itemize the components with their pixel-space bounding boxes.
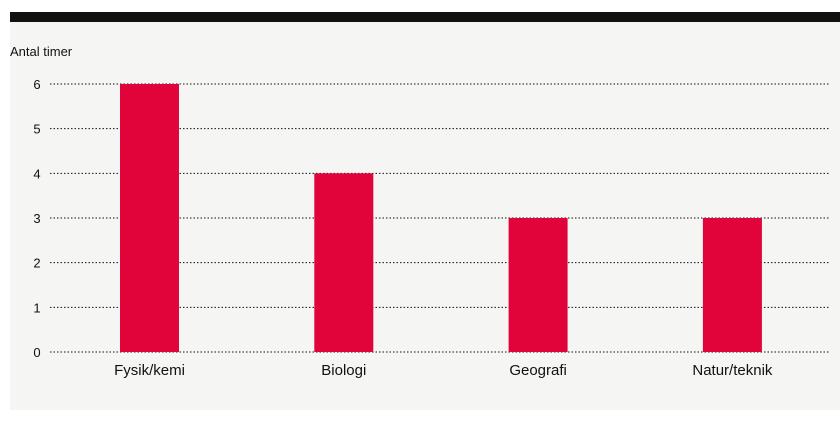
x-tick-label: Biologi — [321, 362, 366, 379]
bar-geografi — [508, 218, 568, 352]
y-tick-label: 0 — [33, 345, 40, 360]
y-tick-label: 5 — [33, 122, 40, 137]
y-tick-label: 1 — [33, 300, 40, 315]
y-tick-label: 4 — [33, 166, 40, 181]
x-tick-label: Natur/teknik — [692, 362, 773, 379]
x-tick-label: Fysik/kemi — [114, 362, 185, 379]
y-tick-labels: 0 1 2 3 4 5 6 — [33, 77, 40, 360]
y-tick-label: 6 — [33, 77, 40, 92]
x-tick-labels: Fysik/kemi Biologi Geografi Natur/teknik — [114, 362, 773, 379]
x-tick-label: Geografi — [509, 362, 567, 379]
gridlines — [50, 83, 830, 353]
y-axis-title: Antal timer — [10, 44, 73, 59]
y-tick-label: 3 — [33, 211, 40, 226]
bar-natur-teknik — [702, 218, 762, 352]
bar-fysik-kemi — [120, 84, 179, 352]
bars — [120, 84, 762, 352]
top-accent-bar — [10, 12, 840, 22]
bar-biologi — [314, 173, 374, 352]
y-tick-label: 2 — [33, 256, 40, 271]
